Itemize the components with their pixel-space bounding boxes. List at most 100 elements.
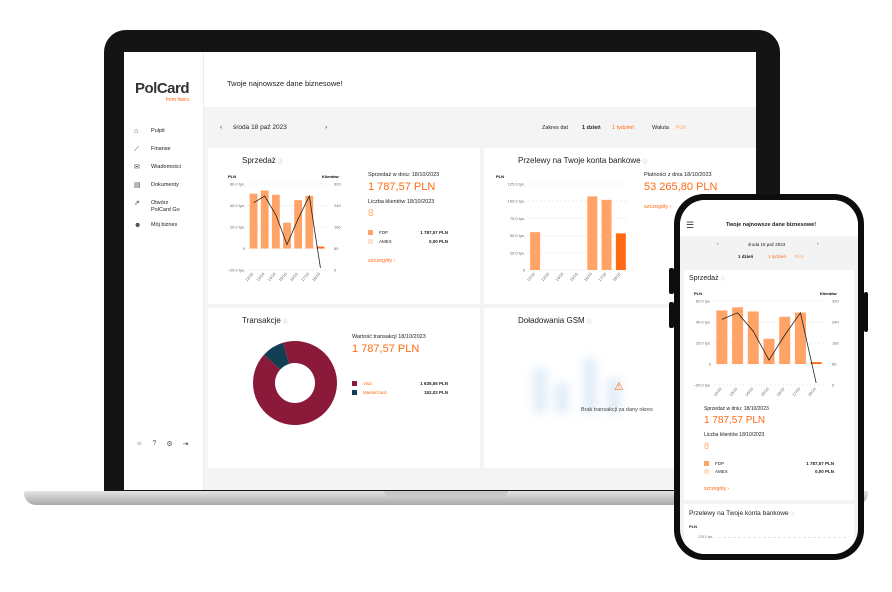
x-tick-label: 12/10 <box>244 271 255 282</box>
range-day-button[interactable]: 1 dzień <box>738 254 754 259</box>
phone-clients-label: Liczba klientów 18/10/2023 <box>704 432 765 438</box>
laptop-base <box>24 491 868 505</box>
transactions-card: Transakcje ⓘ Wartość transakcji 18/10/202… <box>208 308 480 468</box>
legend-swatch <box>352 381 357 386</box>
y-axis-right-label: Klientów <box>322 174 340 179</box>
x-tick-label: 16/10 <box>289 271 300 282</box>
users-icon: ☻ <box>134 222 142 229</box>
sidebar-footer: ☼ ? ⚙ ⇥ <box>136 440 188 448</box>
range-week-button[interactable]: 1 tydzień <box>612 125 635 131</box>
phone-power <box>864 292 868 332</box>
info-icon[interactable]: ⓘ <box>282 319 288 325</box>
info-icon[interactable]: ⓘ <box>642 159 648 165</box>
y-tick-label: 0 <box>243 246 246 251</box>
bar <box>249 193 258 249</box>
phone-volume-down <box>669 302 674 328</box>
legend-value: 152,02 PLN <box>423 390 448 395</box>
info-icon[interactable]: ⓘ <box>790 511 795 516</box>
y-tick-label: 40.0 tys. <box>230 203 245 208</box>
legend-swatch <box>352 390 357 395</box>
prev-date-button[interactable]: ‹ <box>220 124 223 131</box>
y-tick-label: 25.0 tys. <box>510 250 525 255</box>
brightness-icon[interactable]: ☼ <box>136 440 143 447</box>
legend-amex: AMEX 0,00 PLN <box>368 239 448 244</box>
settings-icon[interactable]: ⚙ <box>166 441 173 448</box>
card-title: Sprzedaż ⓘ <box>242 156 283 165</box>
transfers-details-link[interactable]: szczegóły › <box>644 204 672 210</box>
bar <box>763 338 775 364</box>
sidebar-item-dokumenty[interactable]: ▤ Dokumenty <box>134 182 200 200</box>
y-right-tick-label: 240 <box>334 203 341 208</box>
transfers-amount: 53 265,80 PLN <box>644 181 718 193</box>
sidebar-item-polcard-go[interactable]: ⇗ Otwórz PolCard Go <box>134 200 200 222</box>
phone-volume-up <box>669 268 674 294</box>
legend-name: AMEX <box>715 469 728 474</box>
y-right-tick-label: 320 <box>832 299 839 304</box>
card-title: Przelewy na Twoje konta bankowe ⓘ <box>689 510 794 517</box>
legend-name: FDP <box>715 461 724 466</box>
range-day-button[interactable]: 1 dzień <box>582 125 601 131</box>
sales-chart: PLN Klientów 60.0 tys. 320 40.0 tys. 240 20.0 … <box>228 174 342 282</box>
y-tick-label: 20.0 tys. <box>696 341 711 346</box>
next-date-button[interactable]: › <box>817 241 819 246</box>
clients-line <box>721 311 817 383</box>
laptop-screen: PolCard from fiserv. ⌂ Pulpit ⟋ Finanse ✉ W… <box>124 52 756 490</box>
card-title: Sprzedaż ⓘ <box>689 275 725 282</box>
bar <box>305 195 314 249</box>
range-week-button[interactable]: 1 tydzień <box>768 254 787 259</box>
next-date-button[interactable]: › <box>325 124 328 131</box>
transactions-title: Transakcje <box>242 316 281 325</box>
phone-sales-details-link[interactable]: szczegóły › <box>704 486 730 492</box>
bar <box>779 316 791 364</box>
sidebar-item-moj-biznes[interactable]: ☻ Mój biznes <box>134 222 200 240</box>
sales-card: Sprzedaż ⓘ PLN Klientów 60.0 tys. 320 40.0 ty… <box>208 148 480 304</box>
date-bar: ‹ środa 18 paź 2023 › Zakres dat 1 dzień… <box>204 120 756 138</box>
phone-transfers-card: Przelewy na Twoje konta bankowe ⓘ PLN 12… <box>684 504 854 554</box>
legend-name: AMEX <box>379 239 392 244</box>
sidebar-item-finanse[interactable]: ⟋ Finanse <box>134 146 200 164</box>
page-title: Twoje najnowsze dane biznesowe! <box>227 79 343 88</box>
hamburger-icon[interactable]: ☰ <box>686 220 695 230</box>
currency-select[interactable]: PLN <box>676 125 686 131</box>
currency-select[interactable]: PLN <box>795 254 804 259</box>
x-tick-label: 18/10 <box>611 271 622 282</box>
y-tick-label: −20.0 tys. <box>228 268 245 273</box>
clients-label: Liczba klientów 18/10/2023 <box>368 199 435 205</box>
home-icon: ⌂ <box>134 128 139 135</box>
legend-name: MasterCard <box>363 390 387 395</box>
gsm-empty-message: Brak transakcji za dany okres <box>581 407 653 413</box>
chart-icon: ⟋ <box>134 146 139 153</box>
help-icon[interactable]: ? <box>152 440 157 447</box>
legend-fdp: FDP 1 787,57 PLN <box>368 230 448 235</box>
x-tick-label: 17/10 <box>791 386 802 397</box>
logout-icon[interactable]: ⇥ <box>182 441 189 448</box>
sidebar-item-wiadomosci[interactable]: ✉ Wiadomości <box>134 164 200 182</box>
warning-icon: ⚠ <box>614 381 624 393</box>
prev-date-button[interactable]: ‹ <box>717 241 719 246</box>
legend-amex: AMEX 0,00 PLN <box>704 469 834 474</box>
donut-slice <box>264 342 290 370</box>
x-tick-label: 12/10 <box>712 386 723 397</box>
sidebar-item-label: Mój biznes <box>151 222 178 228</box>
bar <box>732 307 744 364</box>
y-tick-label: 50.0 tys. <box>510 233 525 238</box>
info-icon[interactable]: ⓘ <box>720 276 725 281</box>
sidebar-item-pulpit[interactable]: ⌂ Pulpit <box>134 128 200 146</box>
open-link-icon: ⇗ <box>134 200 140 207</box>
y-right-tick-label: 160 <box>334 225 341 230</box>
legend-name: FDP <box>379 230 388 235</box>
x-tick-label: 18/10 <box>807 386 818 397</box>
y-right-tick-label: 0 <box>832 383 835 388</box>
sidebar-item-label: Dokumenty <box>151 182 179 188</box>
info-icon[interactable]: ⓘ <box>586 319 592 325</box>
app-logo[interactable]: PolCard <box>135 80 190 97</box>
phone-transfers-title: Przelewy na Twoje konta bankowe <box>689 510 789 517</box>
range-label: Zakres dat <box>542 125 568 131</box>
phone-sales-card: Sprzedaż ⓘ PLN Klientów 60.0 tys. 320 40.0 t… <box>684 270 854 500</box>
x-tick-label: 13/10 <box>728 386 739 397</box>
bar <box>747 311 759 364</box>
y-tick-label: 75.0 tys. <box>510 216 525 221</box>
sales-details-link[interactable]: szczegóły › <box>368 258 396 264</box>
info-icon[interactable]: ⓘ <box>277 159 283 165</box>
y-axis-right-label: Klientów <box>820 291 838 296</box>
